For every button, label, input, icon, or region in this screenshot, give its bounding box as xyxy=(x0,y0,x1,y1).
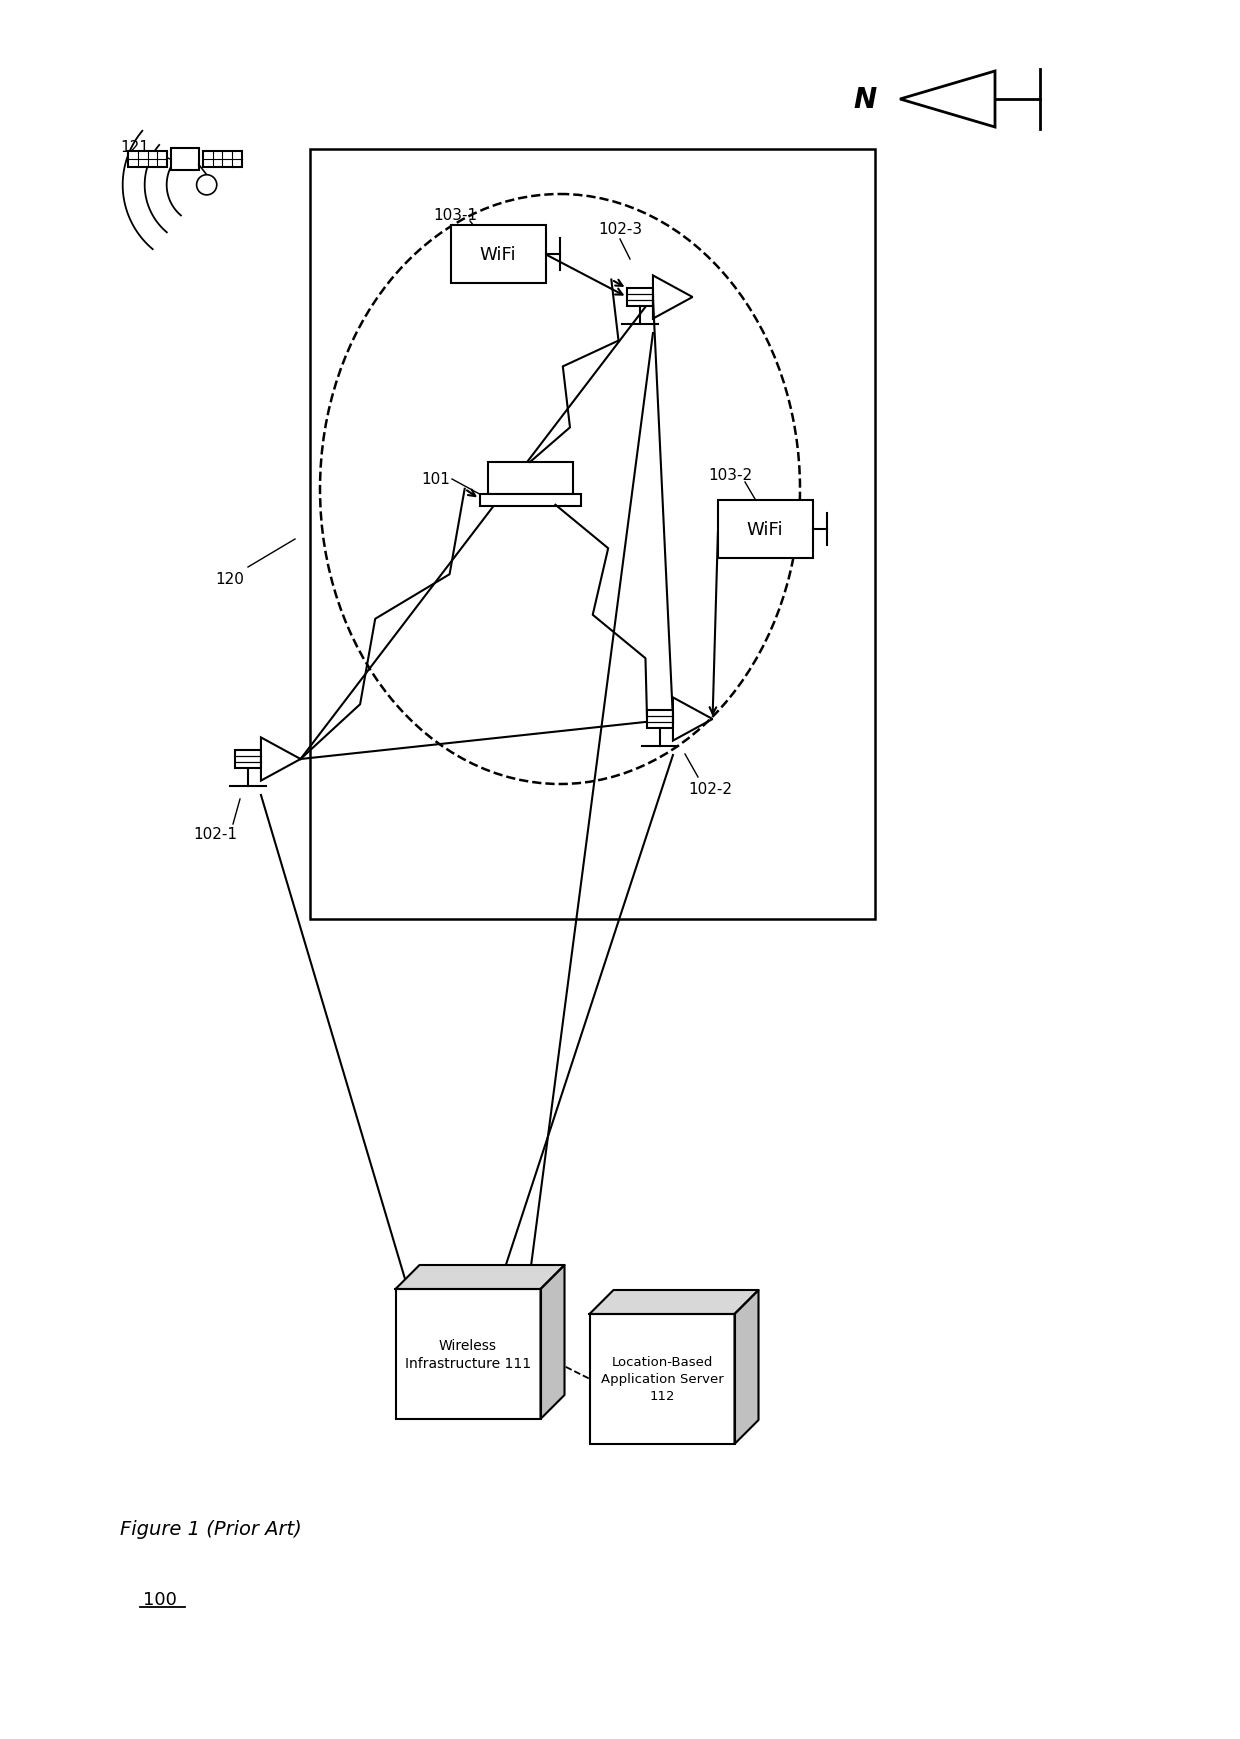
Bar xyxy=(310,150,875,920)
Text: 120: 120 xyxy=(216,572,244,588)
Bar xyxy=(480,494,580,506)
Polygon shape xyxy=(541,1266,564,1419)
Text: Figure 1 (Prior Art): Figure 1 (Prior Art) xyxy=(120,1520,301,1539)
Text: 102-1: 102-1 xyxy=(193,828,237,842)
Bar xyxy=(396,1289,541,1419)
Text: 103-2: 103-2 xyxy=(708,468,753,482)
Bar xyxy=(450,226,546,283)
Text: 102-3: 102-3 xyxy=(598,223,642,237)
Text: 100: 100 xyxy=(143,1589,177,1609)
Text: 102-2: 102-2 xyxy=(688,783,732,796)
Bar xyxy=(589,1315,734,1443)
Bar xyxy=(487,463,573,494)
Polygon shape xyxy=(589,1290,759,1315)
Polygon shape xyxy=(734,1290,759,1443)
Bar xyxy=(128,151,167,169)
Text: 101: 101 xyxy=(422,473,450,487)
Text: N: N xyxy=(853,85,877,115)
Bar xyxy=(236,751,260,769)
Text: Wireless
Infrastructure 111: Wireless Infrastructure 111 xyxy=(405,1337,531,1370)
Bar xyxy=(627,289,653,306)
Text: WiFi: WiFi xyxy=(480,245,516,264)
Polygon shape xyxy=(396,1266,564,1289)
Circle shape xyxy=(197,176,217,197)
Text: 121: 121 xyxy=(120,141,150,155)
Bar xyxy=(647,711,673,729)
Text: Location-Based
Application Server
112: Location-Based Application Server 112 xyxy=(600,1356,723,1403)
Bar xyxy=(718,501,812,558)
Bar xyxy=(202,151,242,169)
Text: WiFi: WiFi xyxy=(746,520,784,539)
Text: 103-1: 103-1 xyxy=(433,207,477,223)
Bar xyxy=(171,150,198,170)
